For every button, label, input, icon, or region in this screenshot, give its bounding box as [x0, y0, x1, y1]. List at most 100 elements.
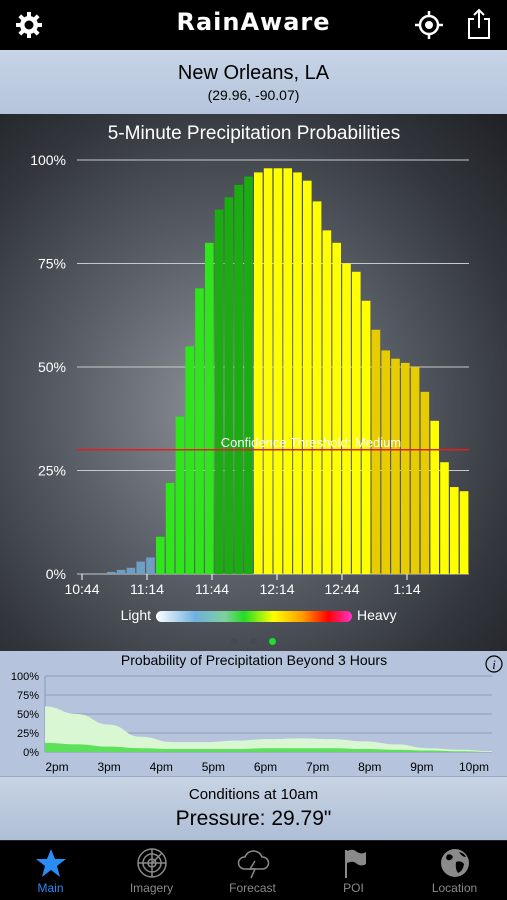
- x-tick-label: 12:44: [324, 581, 359, 597]
- precip-bar: [136, 561, 145, 574]
- page-dot-active[interactable]: [269, 638, 276, 645]
- precip-bar: [430, 420, 439, 574]
- star-icon: [35, 849, 66, 877]
- page-dot[interactable]: [250, 638, 257, 645]
- x-tick-label: 3pm: [97, 760, 120, 774]
- legend-heavy-label: Heavy: [357, 607, 397, 623]
- precipitation-chart-panel[interactable]: 5-Minute Precipitation Probabilities 100…: [0, 114, 507, 651]
- conditions-panel[interactable]: Conditions at 10am Pressure: 29.79": [0, 776, 507, 840]
- x-tick-label: 11:44: [195, 581, 229, 597]
- precip-bar: [381, 350, 390, 574]
- y-tick-label: 25%: [38, 463, 66, 479]
- precip-bar: [116, 569, 126, 574]
- beyond-chart-title: Probability of Precipitation Beyond 3 Ho…: [121, 652, 387, 668]
- precip-bar: [156, 536, 165, 574]
- tab-main[interactable]: Main: [0, 841, 101, 900]
- precip-bar: [459, 491, 469, 574]
- page-indicator[interactable]: [0, 632, 507, 650]
- x-tick-label: 10:44: [64, 581, 99, 597]
- precip-bar: [312, 201, 322, 574]
- precip-bar: [391, 358, 400, 574]
- x-tick-label: 5pm: [202, 760, 225, 774]
- coordinates: (29.96, -90.07): [207, 87, 300, 103]
- precip-bar: [185, 346, 194, 574]
- svg-text:i: i: [492, 657, 496, 672]
- tab-location[interactable]: Location: [404, 841, 505, 900]
- x-tick-label: 4pm: [150, 760, 173, 774]
- y-tick-label: 50%: [38, 359, 66, 375]
- precip-bar: [401, 362, 410, 574]
- y-tick-label: 75%: [17, 690, 39, 702]
- precip-bar: [293, 172, 302, 575]
- threshold-label: Confidence Threshold: Medium: [221, 435, 401, 450]
- y-tick-label: 100%: [11, 671, 39, 683]
- intensity-legend: Light Heavy: [121, 607, 397, 623]
- precip-bar: [273, 168, 283, 574]
- x-tick-label: 1:14: [393, 581, 420, 597]
- app-title: RainAware: [176, 8, 331, 36]
- precip-bar: [244, 176, 253, 574]
- precip-bar: [175, 416, 185, 574]
- y-tick-label: 75%: [38, 256, 66, 272]
- precip-bar: [214, 209, 224, 574]
- x-tick-label: 7pm: [306, 760, 329, 774]
- y-tick-label: 100%: [30, 152, 66, 168]
- x-tick-label: 11:14: [130, 581, 164, 597]
- x-tick-label: 8pm: [358, 760, 381, 774]
- tab-label: Location: [431, 881, 478, 895]
- x-tick-label: 9pm: [410, 760, 433, 774]
- x-tick-label: 2pm: [45, 760, 68, 774]
- location-header: New Orleans, LA (29.96, -90.07): [0, 50, 507, 114]
- intensity-gradient-bar: [156, 611, 352, 622]
- precip-bar: [342, 263, 351, 574]
- conditions-value: Pressure: 29.79": [175, 807, 332, 830]
- beyond-3-hours-chart: Probability of Precipitation Beyond 3 Ho…: [11, 652, 503, 774]
- x-tick-label: 6pm: [254, 760, 277, 774]
- precip-bar: [283, 168, 292, 574]
- precip-bar: [234, 184, 243, 574]
- tab-label: Main: [37, 881, 64, 895]
- city-name: New Orleans, LA: [177, 62, 330, 84]
- beyond-3-hours-panel: Probability of Precipitation Beyond 3 Ho…: [0, 651, 507, 776]
- precip-bar: [205, 242, 214, 575]
- precip-bar: [371, 329, 381, 574]
- tab-label: POI: [343, 881, 364, 895]
- page-dot[interactable]: [231, 638, 238, 645]
- precipitation-chart: 5-Minute Precipitation Probabilities 100…: [30, 123, 469, 623]
- conditions-label: Conditions at 10am: [188, 786, 319, 803]
- precip-bar: [195, 288, 204, 574]
- precip-bar: [450, 487, 459, 574]
- probability-area: [45, 742, 492, 752]
- precip-bar: [146, 557, 155, 574]
- tab-label: Forecast: [229, 881, 276, 895]
- tab-imagery[interactable]: Imagery: [101, 841, 202, 900]
- precip-bar: [126, 567, 136, 574]
- top-bar: RainAware: [0, 0, 507, 50]
- probability-area: [45, 706, 492, 752]
- tab-poi[interactable]: POI: [303, 841, 404, 900]
- storm-cloud-icon: [237, 850, 269, 879]
- precip-bar: [420, 391, 430, 574]
- precip-bar: [254, 172, 263, 575]
- precip-bar: [332, 242, 341, 575]
- flag-icon: [344, 849, 366, 878]
- precip-bar: [440, 462, 449, 574]
- y-tick-label: 0%: [46, 566, 66, 582]
- tab-bar: Main Imagery Forecast POI Location: [0, 840, 507, 900]
- precip-bar: [410, 367, 420, 574]
- precip-bar: [352, 271, 361, 574]
- tab-label: Imagery: [129, 881, 174, 895]
- tab-forecast[interactable]: Forecast: [202, 841, 303, 900]
- x-tick-label: 12:14: [259, 581, 294, 597]
- legend-light-label: Light: [121, 607, 151, 623]
- share-icon[interactable]: [466, 8, 492, 40]
- precip-bar: [107, 571, 116, 574]
- chart-title: 5-Minute Precipitation Probabilities: [108, 123, 401, 144]
- info-icon[interactable]: i: [485, 655, 503, 673]
- x-tick-label: 10pm: [459, 760, 489, 774]
- y-tick-label: 50%: [17, 709, 39, 721]
- precip-bar: [263, 168, 273, 574]
- radar-icon: [136, 848, 167, 878]
- gear-icon[interactable]: [14, 10, 44, 40]
- location-target-icon[interactable]: [414, 10, 444, 40]
